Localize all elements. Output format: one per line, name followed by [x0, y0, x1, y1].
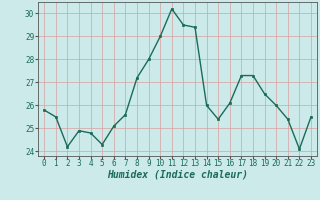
X-axis label: Humidex (Indice chaleur): Humidex (Indice chaleur) — [107, 169, 248, 179]
